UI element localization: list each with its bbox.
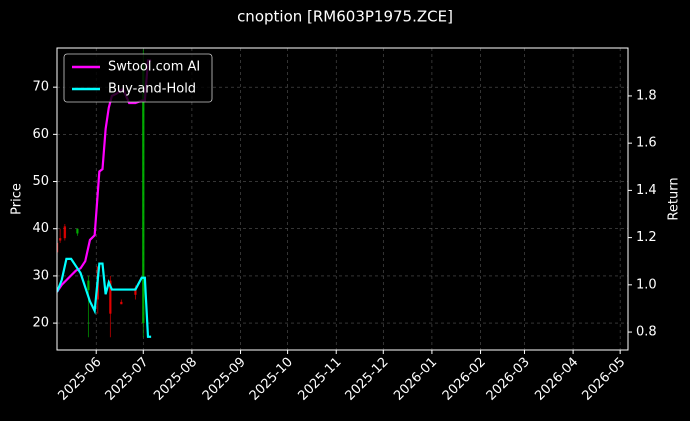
legend-box [63,53,213,103]
legend: Swtool.com AI Buy-and-Hold [63,53,213,103]
series-line [57,257,152,338]
candle-body [63,226,67,239]
y-tick-label: 60 [32,127,49,142]
candle-body [57,242,59,253]
candle-body [76,228,79,234]
x-tick-label: 2026-02 [440,355,489,404]
y-tick-label: 30 [32,268,49,283]
y-tick-label: 20 [32,316,49,331]
x-tick-label: 2025-06 [55,355,104,404]
x-tick-label: 2025-11 [296,355,345,404]
x-tick-label: 2025-08 [151,355,200,404]
candle-body [58,238,62,241]
plot-frame [56,47,629,351]
y2-tick-label: 1.6 [636,136,657,151]
x-tick-label: 2026-04 [532,355,581,404]
x-tick-label: 2025-07 [103,355,152,404]
y2-axis-label: Return [667,177,682,220]
candle-body [109,280,112,314]
y2-tick-label: 1.2 [636,230,657,245]
x-tick-label: 2025-12 [343,355,392,404]
y-tick-label: 40 [32,221,49,236]
y2-tick-label: 0.8 [636,325,657,340]
y-axis-label: Price [10,183,25,215]
y2-tick-label: 1.8 [636,88,657,103]
candle-body [120,301,123,305]
x-tick-label: 2026-01 [391,355,440,404]
y-tick-label: 70 [32,80,49,95]
x-tick-label: 2025-09 [200,355,249,404]
candle-body [142,63,145,324]
legend-label: Swtool.com AI [108,60,200,75]
legend-label: Buy-and-Hold [108,82,196,97]
candle-body [134,287,137,295]
candle-body [87,280,90,291]
x-tick-label: 2026-03 [484,355,533,404]
chart-title: cnoption [RM603P1975.ZCE] [237,8,453,26]
x-tick-label: 2025-10 [247,355,296,404]
x-tick-label: 2026-05 [579,355,628,404]
y-tick-label: 50 [32,174,49,189]
y2-tick-label: 1.4 [636,183,657,198]
y2-tick-label: 1.0 [636,277,657,292]
